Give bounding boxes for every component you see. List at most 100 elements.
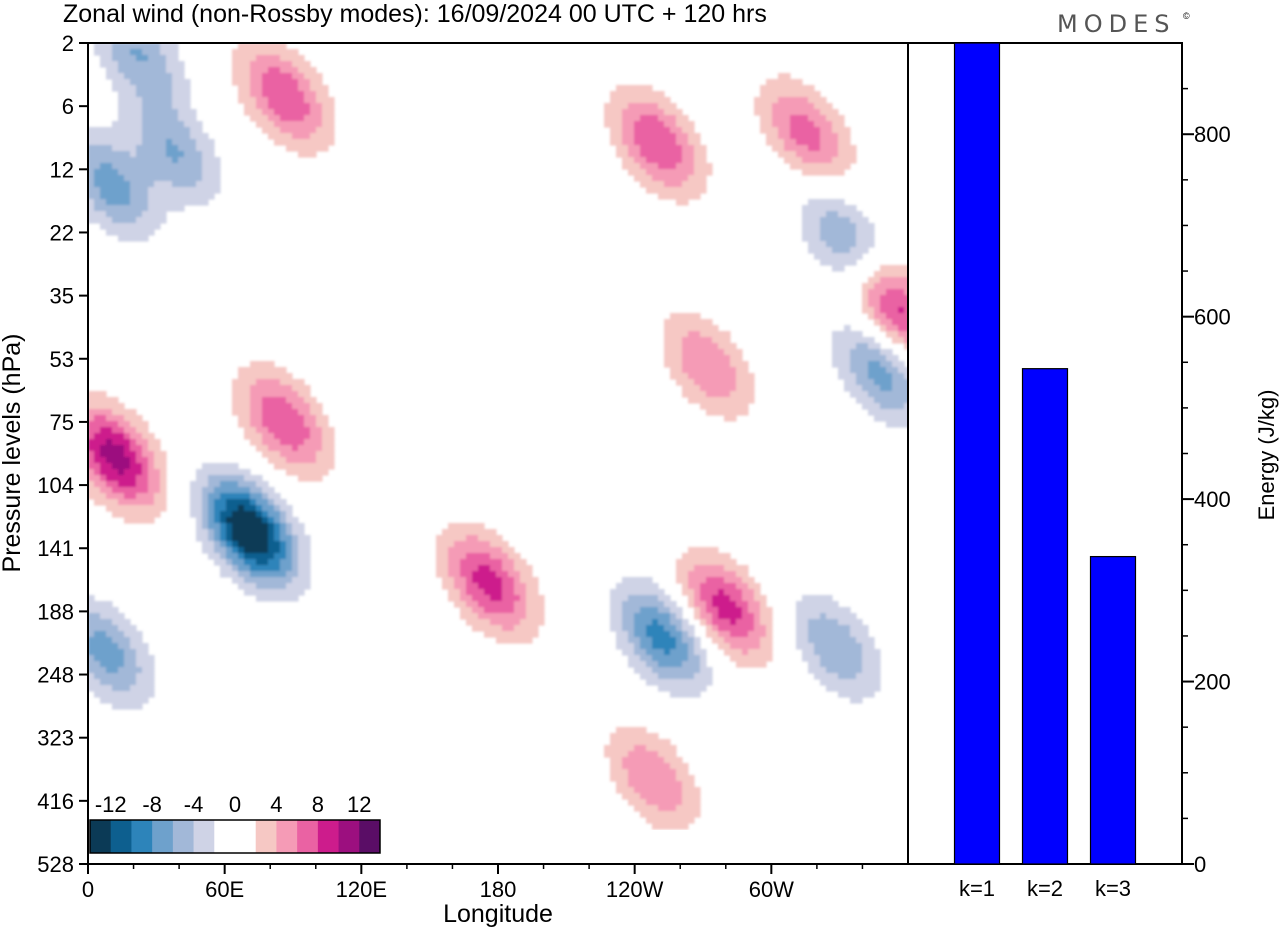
heatmap-cell	[718, 631, 731, 638]
heatmap-cell	[106, 481, 119, 488]
heatmap-cell	[904, 307, 908, 314]
heatmap-cell	[634, 175, 653, 182]
heatmap-cell	[670, 649, 689, 656]
heatmap-cell	[610, 733, 659, 740]
heatmap-cell	[226, 547, 233, 554]
heatmap-cell	[856, 229, 875, 236]
heatmap-cell	[742, 613, 755, 620]
heatmap-cell	[862, 667, 881, 674]
heatmap-cell	[694, 649, 707, 656]
heatmap-cell	[220, 511, 233, 518]
heatmap-cell	[772, 121, 791, 128]
heatmap-cell	[694, 643, 701, 650]
heatmap-cell	[112, 145, 137, 152]
heatmap-cell	[106, 493, 125, 500]
heatmap-cell	[622, 607, 641, 614]
heatmap-cell	[268, 67, 281, 74]
heatmap-cell	[88, 439, 107, 446]
heatmap-cell	[250, 91, 263, 98]
heatmap-cell	[166, 67, 185, 74]
heatmap-cell	[268, 559, 281, 566]
heatmap-cell	[790, 121, 815, 128]
heatmap-cell	[850, 391, 869, 398]
heatmap-cell	[256, 481, 269, 488]
heatmap-cell	[520, 571, 533, 578]
heatmap-cell	[262, 109, 275, 116]
heatmap-cell	[88, 193, 101, 200]
heatmap-cell	[280, 523, 287, 530]
heatmap-cell	[454, 577, 467, 584]
heatmap-cell	[604, 109, 623, 116]
heatmap-cell	[622, 157, 635, 164]
heatmap-cell	[856, 343, 869, 350]
heatmap-cell	[190, 499, 203, 506]
heatmap-cell	[790, 163, 851, 170]
heatmap-cell	[262, 403, 293, 410]
heatmap-cell	[724, 577, 743, 584]
heatmap-cell	[166, 151, 185, 158]
heatmap-cell	[154, 499, 167, 506]
heatmap-cell	[208, 505, 215, 512]
heatmap-cell	[148, 205, 185, 212]
heatmap-cell	[196, 529, 209, 536]
heatmap-cell	[664, 325, 719, 332]
heatmap-cell	[742, 595, 755, 602]
heatmap-cell	[130, 457, 137, 464]
heatmap-cell	[646, 631, 671, 638]
heatmap-cell	[622, 625, 635, 632]
heatmap-cell	[262, 421, 305, 428]
heatmap-cell	[502, 559, 515, 566]
heatmap-cell	[280, 67, 299, 74]
heatmap-cell	[274, 523, 281, 530]
heatmap-cell	[244, 475, 263, 482]
heatmap-cell	[808, 619, 839, 626]
heatmap-cell	[754, 103, 773, 110]
heatmap-cell	[142, 139, 167, 146]
heatmap-cell	[622, 757, 665, 764]
heatmap-cell	[802, 211, 827, 218]
heatmap-cell	[238, 97, 257, 104]
heatmap-cell	[610, 97, 671, 104]
heatmap-cell	[256, 505, 263, 512]
heatmap-cell	[700, 655, 707, 662]
heatmap-cell	[280, 127, 317, 134]
heatmap-cell	[280, 535, 293, 542]
heatmap-cell	[880, 307, 899, 314]
heatmap-cell	[874, 283, 908, 290]
heatmap-cell	[868, 289, 887, 296]
heatmap-cell	[250, 397, 263, 404]
heatmap-cell	[196, 145, 215, 152]
heatmap-cell	[112, 685, 131, 692]
heatmap-cell	[676, 559, 737, 566]
heatmap-cell	[832, 127, 851, 134]
heatmap-cell	[274, 121, 323, 128]
heatmap-cell	[256, 595, 299, 602]
heatmap-cell	[754, 613, 761, 620]
heatmap-cell	[664, 181, 683, 188]
heatmap-cell	[850, 349, 881, 356]
heatmap-cell	[610, 589, 665, 596]
heatmap-cell	[88, 661, 101, 668]
heatmap-cell	[208, 529, 215, 536]
heatmap-cell	[880, 295, 908, 302]
colorbar-label: 8	[312, 792, 324, 817]
heatmap-cell	[448, 595, 461, 602]
heatmap-cell	[130, 685, 155, 692]
heatmap-cell	[136, 475, 149, 482]
heatmap-cell	[814, 253, 863, 260]
heatmap-cell	[136, 427, 149, 434]
heatmap-cell	[718, 643, 731, 650]
heatmap-cell	[448, 547, 503, 554]
heatmap-cell	[262, 79, 299, 86]
heatmap-cell	[640, 163, 659, 170]
heatmap-cell	[856, 637, 875, 644]
heatmap-cell	[694, 169, 713, 176]
heatmap-cell	[190, 133, 209, 140]
heatmap-cell	[904, 337, 908, 344]
heatmap-cell	[232, 565, 239, 572]
heatmap-cell	[88, 463, 101, 470]
heatmap-cell	[292, 445, 299, 452]
heatmap-cell	[232, 397, 251, 404]
heatmap-cell	[136, 649, 149, 656]
